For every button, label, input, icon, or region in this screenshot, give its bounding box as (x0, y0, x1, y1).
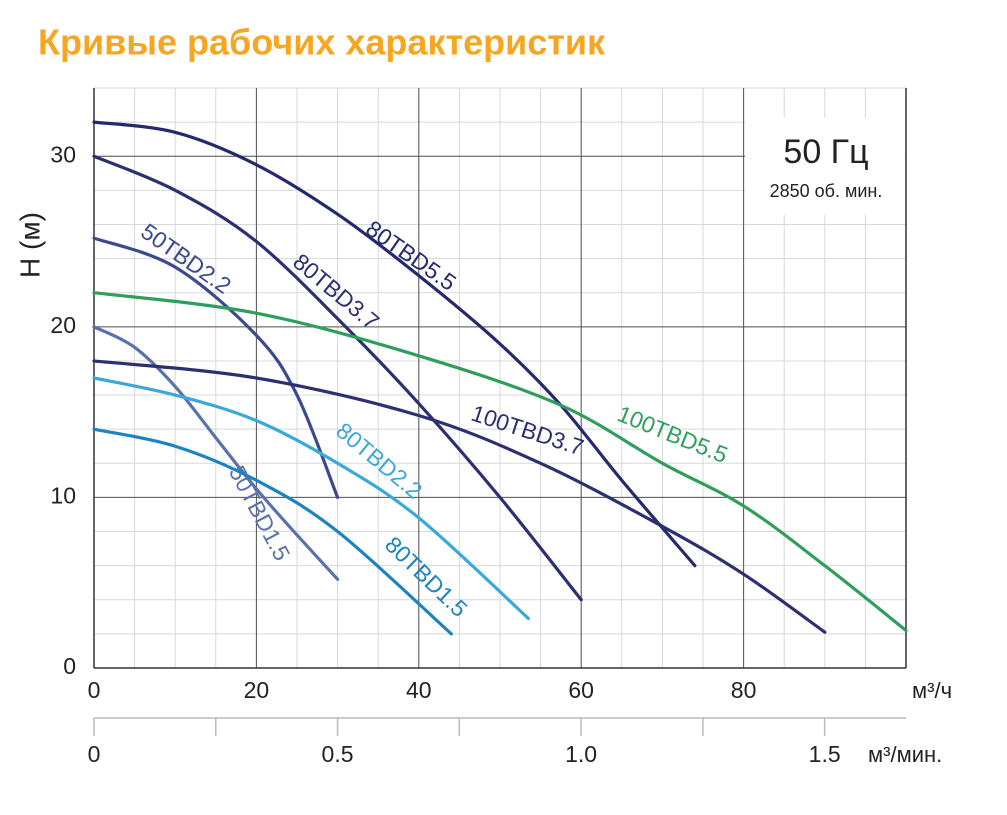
x2-tick-label: 0.5 (322, 741, 354, 767)
curve (92, 359, 827, 634)
y-tick-label: 10 (50, 482, 76, 508)
annotation: 50 Гц (783, 133, 868, 171)
x2-axis-label: м³/мин. (868, 742, 942, 767)
x2-tick-label: 0 (88, 741, 101, 767)
x-tick-label: 40 (406, 677, 432, 703)
series-label: 50TBD1.5 (224, 461, 296, 565)
y-axis-label: H (м) (14, 212, 45, 278)
series-label: 80TBD5.5 (361, 215, 461, 296)
series-label: 80TBD1.5 (380, 531, 473, 622)
series-label: 80TBD3.7 (288, 248, 384, 334)
x-tick-label: 20 (244, 677, 270, 703)
series-label: 80TBD2.2 (331, 417, 427, 503)
x-tick-label: 0 (88, 677, 101, 703)
y-tick-label: 30 (50, 141, 76, 167)
x-tick-label: 80 (731, 677, 757, 703)
curve (92, 236, 340, 500)
y-tick-label: 20 (50, 312, 76, 338)
curve (92, 376, 531, 621)
x2-tick-label: 1.0 (565, 741, 597, 767)
chart-title: Кривые рабочих характеристик (38, 22, 606, 63)
x-axis-label: м³/ч (912, 678, 952, 703)
annotation-box (745, 118, 905, 215)
series-label: 100TBD5.5 (614, 400, 732, 468)
x2-tick-label: 1.5 (809, 741, 841, 767)
curve (92, 154, 583, 602)
curve (92, 325, 340, 581)
curve (92, 427, 453, 636)
x-tick-label: 60 (568, 677, 594, 703)
curve (92, 291, 908, 633)
y-tick-label: 0 (63, 653, 76, 679)
curve (92, 120, 697, 568)
annotation: 2850 об. мин. (770, 181, 883, 201)
